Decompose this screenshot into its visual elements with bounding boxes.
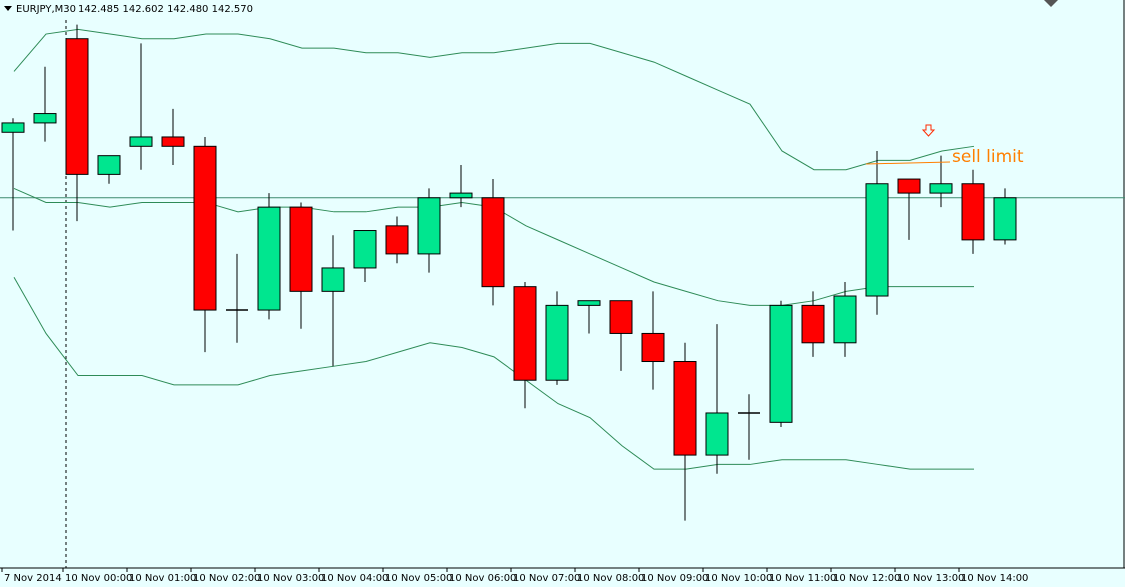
candle-body (449, 192, 473, 199)
candle[interactable] (289, 202, 313, 329)
sell-arrow-icon (921, 124, 936, 137)
candle-body (97, 155, 121, 175)
candle[interactable] (769, 300, 793, 428)
x-tick-label: 10 Nov 14:00 (961, 573, 1028, 584)
candle[interactable] (545, 291, 569, 385)
candle-body (929, 183, 953, 194)
candle-body (673, 361, 697, 456)
candle[interactable] (129, 43, 153, 170)
candle-body (545, 304, 569, 381)
candle[interactable] (929, 155, 953, 208)
x-tick-label: 10 Nov 08:00 (577, 573, 644, 584)
candle[interactable] (673, 342, 697, 521)
candle-body (33, 113, 57, 124)
candle-body (129, 136, 153, 147)
candle-body (705, 412, 729, 456)
candle[interactable] (897, 178, 921, 240)
candle-body (289, 206, 313, 292)
candle[interactable] (705, 324, 729, 474)
candle[interactable] (257, 193, 281, 320)
candle[interactable] (33, 66, 57, 142)
sell-limit-line (865, 161, 951, 165)
candle-body (577, 300, 601, 306)
candle[interactable] (577, 300, 601, 334)
candle-body (897, 178, 921, 194)
x-tick-label: 10 Nov 02:00 (193, 573, 260, 584)
candle-body (833, 295, 857, 344)
x-tick-label: 10 Nov 05:00 (385, 573, 452, 584)
candle-body (801, 304, 825, 344)
candle-body (609, 300, 633, 334)
candle-body (193, 145, 217, 311)
candle[interactable] (417, 188, 441, 273)
candle[interactable] (161, 108, 185, 166)
x-tick-label: 10 Nov 13:00 (897, 573, 964, 584)
symbol-label: EURJPY,M30 (16, 4, 76, 15)
candle-body (865, 183, 889, 297)
candle[interactable] (641, 291, 665, 390)
chart-shift-marker-icon (1044, 0, 1058, 7)
candle-body (417, 197, 441, 255)
ohlc-readout: 142.485 142.602 142.480 142.570 (78, 4, 253, 15)
bollinger-upper-band (13, 28, 975, 171)
candle[interactable] (97, 155, 121, 184)
candle[interactable] (865, 150, 889, 315)
candle[interactable] (321, 235, 345, 367)
x-tick-label: 10 Nov 04:00 (321, 573, 388, 584)
triangle-down-icon[interactable] (4, 6, 12, 11)
candle[interactable] (226, 253, 248, 343)
candle-body (65, 38, 89, 175)
candle[interactable] (609, 300, 633, 371)
x-tick-label: 10 Nov 12:00 (833, 573, 900, 584)
x-tick-label: 10 Nov 11:00 (769, 573, 836, 584)
candle[interactable] (801, 291, 825, 357)
candle-body (1, 122, 25, 133)
candle-body (481, 197, 505, 288)
candle-body (961, 183, 985, 241)
candle[interactable] (385, 216, 409, 264)
candle[interactable] (449, 165, 473, 208)
x-tick-label: 10 Nov 01:00 (129, 573, 196, 584)
x-tick-label: 10 Nov 10:00 (705, 573, 772, 584)
x-tick-label: 10 Nov 03:00 (257, 573, 324, 584)
candle[interactable] (65, 24, 89, 222)
candle-body (353, 230, 377, 269)
candle-body (385, 225, 409, 255)
candle-body (161, 136, 185, 147)
x-tick-label: 10 Nov 00:00 (65, 573, 132, 584)
x-tick-label: 10 Nov 06:00 (449, 573, 516, 584)
candle[interactable] (1, 118, 25, 231)
candle-body (513, 286, 537, 381)
candle-body (993, 197, 1017, 241)
x-tick-label: 10 Nov 09:00 (641, 573, 708, 584)
candle[interactable] (833, 281, 857, 357)
candle[interactable] (993, 188, 1017, 245)
candle[interactable] (961, 169, 985, 254)
candle-body (641, 332, 665, 363)
candle[interactable] (481, 179, 505, 306)
candle[interactable] (193, 136, 217, 353)
candle[interactable] (353, 230, 377, 282)
bollinger-lower-band (13, 277, 974, 470)
sell-limit-label: sell limit (952, 147, 1024, 167)
candle[interactable] (513, 281, 537, 409)
x-tick-label: 7 Nov 2014 (4, 573, 62, 584)
candle[interactable] (738, 394, 760, 460)
candle-body (321, 267, 345, 292)
candle-body (769, 304, 793, 423)
candle-body (257, 206, 281, 311)
x-tick-label: 10 Nov 07:00 (513, 573, 580, 584)
